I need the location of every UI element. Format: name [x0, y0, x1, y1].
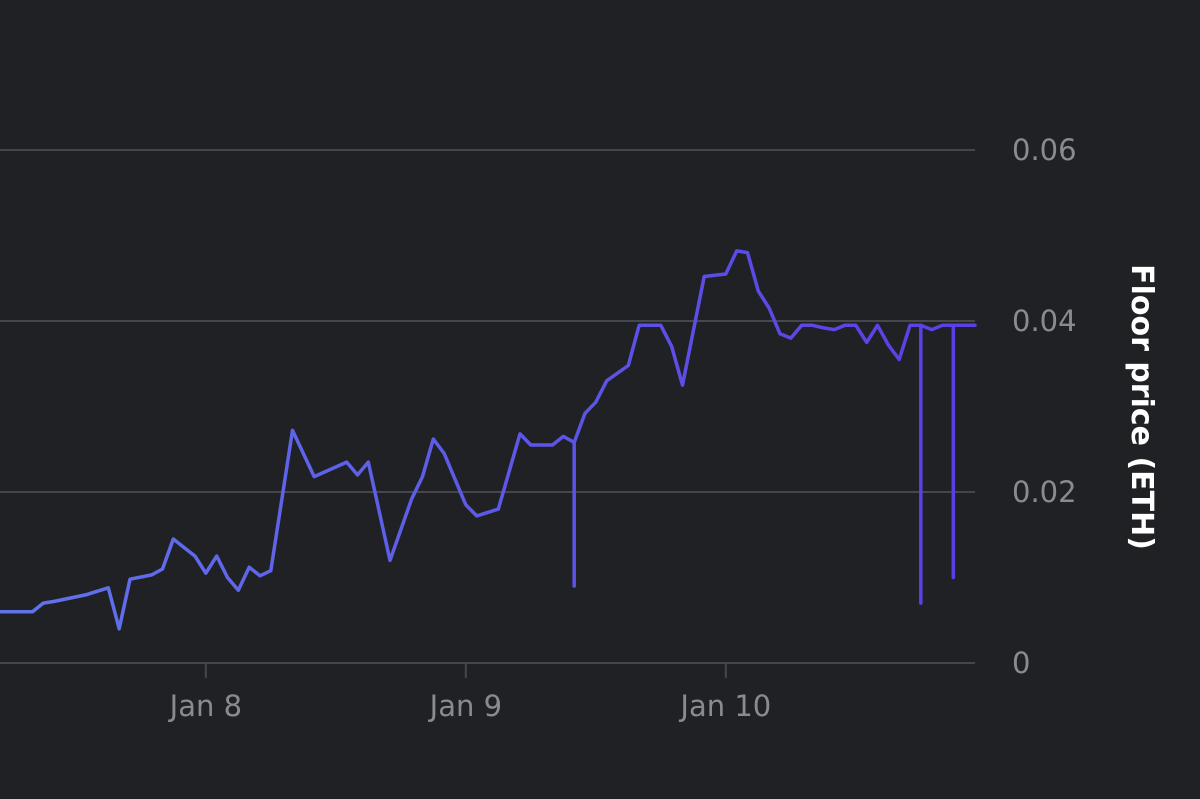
- gridlines: [0, 149, 975, 664]
- y-tick-label: 0: [1012, 646, 1030, 680]
- y-axis-title: Floor price (ETH): [1124, 264, 1159, 550]
- x-axis: Jan 8 Jan 9 Jan 10: [168, 663, 771, 723]
- y-tick-label: 0.06: [1012, 133, 1077, 167]
- y-tick-label: 0.04: [1012, 304, 1077, 338]
- series-dips: [572, 323, 956, 605]
- x-tick-label: Jan 9: [428, 689, 502, 723]
- y-axis: 0 0.02 0.04 0.06: [1012, 133, 1077, 680]
- floor-price-line: [0, 249, 977, 631]
- y-tick-label: 0.02: [1012, 475, 1077, 509]
- x-tick-label: Jan 8: [168, 689, 242, 723]
- x-tick-label: Jan 10: [678, 689, 771, 723]
